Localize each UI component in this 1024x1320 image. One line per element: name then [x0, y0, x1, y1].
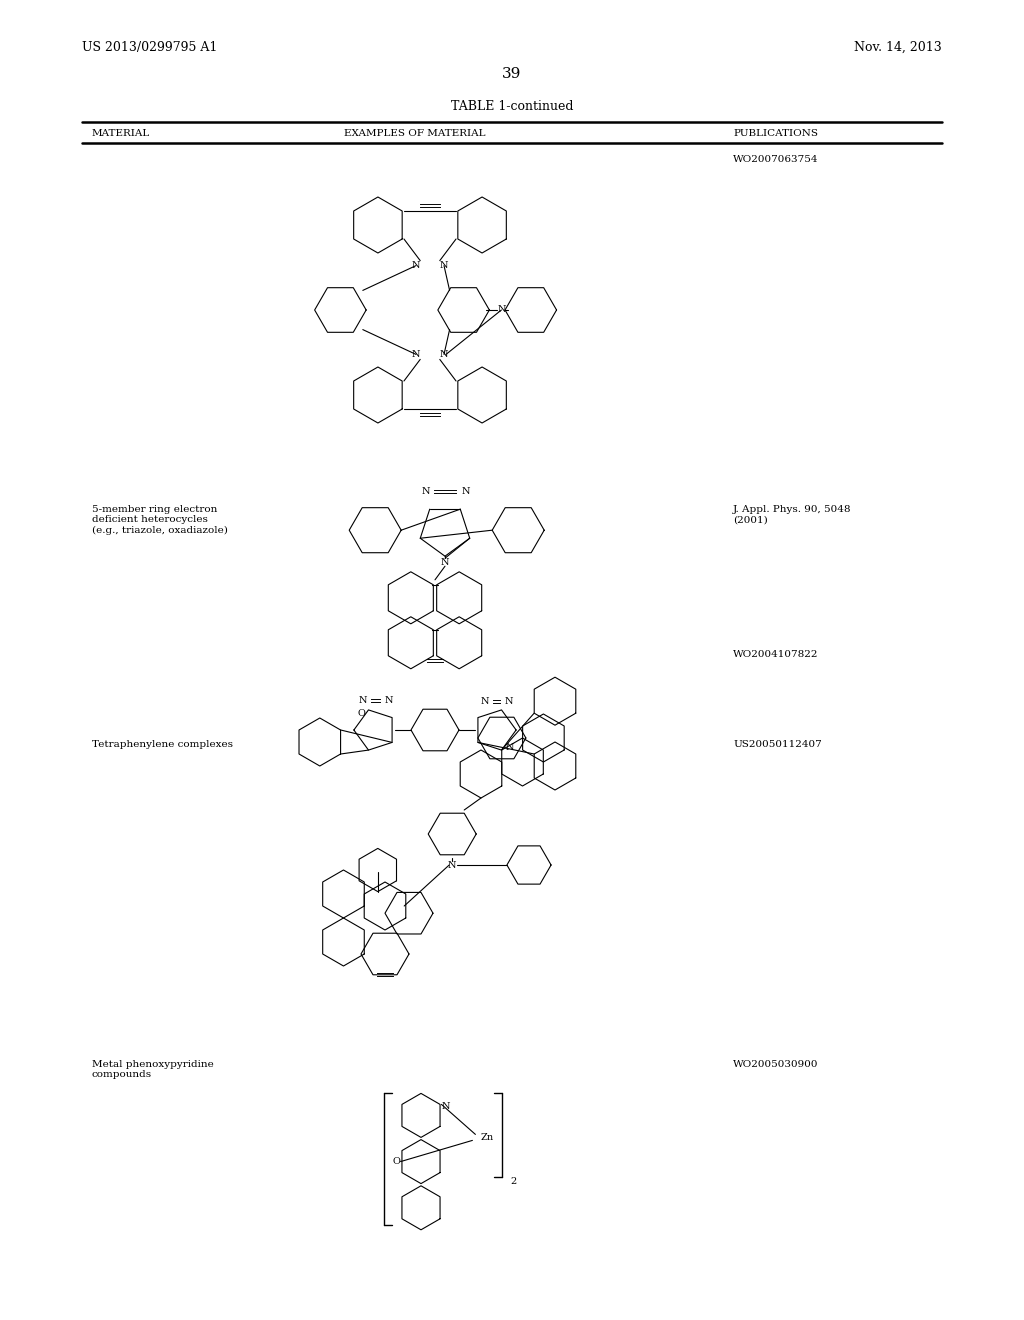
- Text: Metal phenoxypyridine
compounds: Metal phenoxypyridine compounds: [92, 1060, 214, 1080]
- Text: N: N: [358, 696, 367, 705]
- Text: TABLE 1-continued: TABLE 1-continued: [451, 100, 573, 114]
- Text: 5-member ring electron
deficient heterocycles
(e.g., triazole, oxadiazole): 5-member ring electron deficient heteroc…: [92, 506, 228, 535]
- Text: Nov. 14, 2013: Nov. 14, 2013: [854, 41, 942, 54]
- Text: N: N: [385, 696, 393, 705]
- Text: N: N: [439, 261, 449, 271]
- Text: Zn: Zn: [480, 1133, 494, 1142]
- Text: N: N: [505, 697, 513, 706]
- Text: O: O: [357, 709, 366, 718]
- Text: 2: 2: [510, 1177, 517, 1185]
- Text: N: N: [422, 487, 430, 496]
- Text: PUBLICATIONS: PUBLICATIONS: [733, 129, 818, 139]
- Text: N: N: [441, 1102, 450, 1111]
- Text: MATERIAL: MATERIAL: [92, 129, 151, 139]
- Text: US 2013/0299795 A1: US 2013/0299795 A1: [82, 41, 217, 54]
- Text: N: N: [412, 261, 420, 271]
- Text: N: N: [439, 350, 449, 359]
- Text: O: O: [392, 1158, 400, 1166]
- Text: 39: 39: [503, 67, 521, 81]
- Text: US20050112407: US20050112407: [733, 741, 821, 748]
- Text: WO2004107822: WO2004107822: [733, 649, 818, 659]
- Text: N: N: [506, 743, 514, 752]
- Text: N: N: [462, 487, 470, 496]
- Text: EXAMPLES OF MATERIAL: EXAMPLES OF MATERIAL: [344, 129, 485, 139]
- Text: WO2007063754: WO2007063754: [733, 154, 818, 164]
- Text: N: N: [497, 305, 506, 314]
- Text: WO2005030900: WO2005030900: [733, 1060, 818, 1069]
- Text: J. Appl. Phys. 90, 5048
(2001): J. Appl. Phys. 90, 5048 (2001): [733, 506, 852, 524]
- Text: N: N: [412, 350, 420, 359]
- Text: N: N: [440, 557, 450, 566]
- Text: N: N: [480, 697, 489, 706]
- Text: N: N: [447, 861, 457, 870]
- Text: Tetraphenylene complexes: Tetraphenylene complexes: [92, 741, 233, 748]
